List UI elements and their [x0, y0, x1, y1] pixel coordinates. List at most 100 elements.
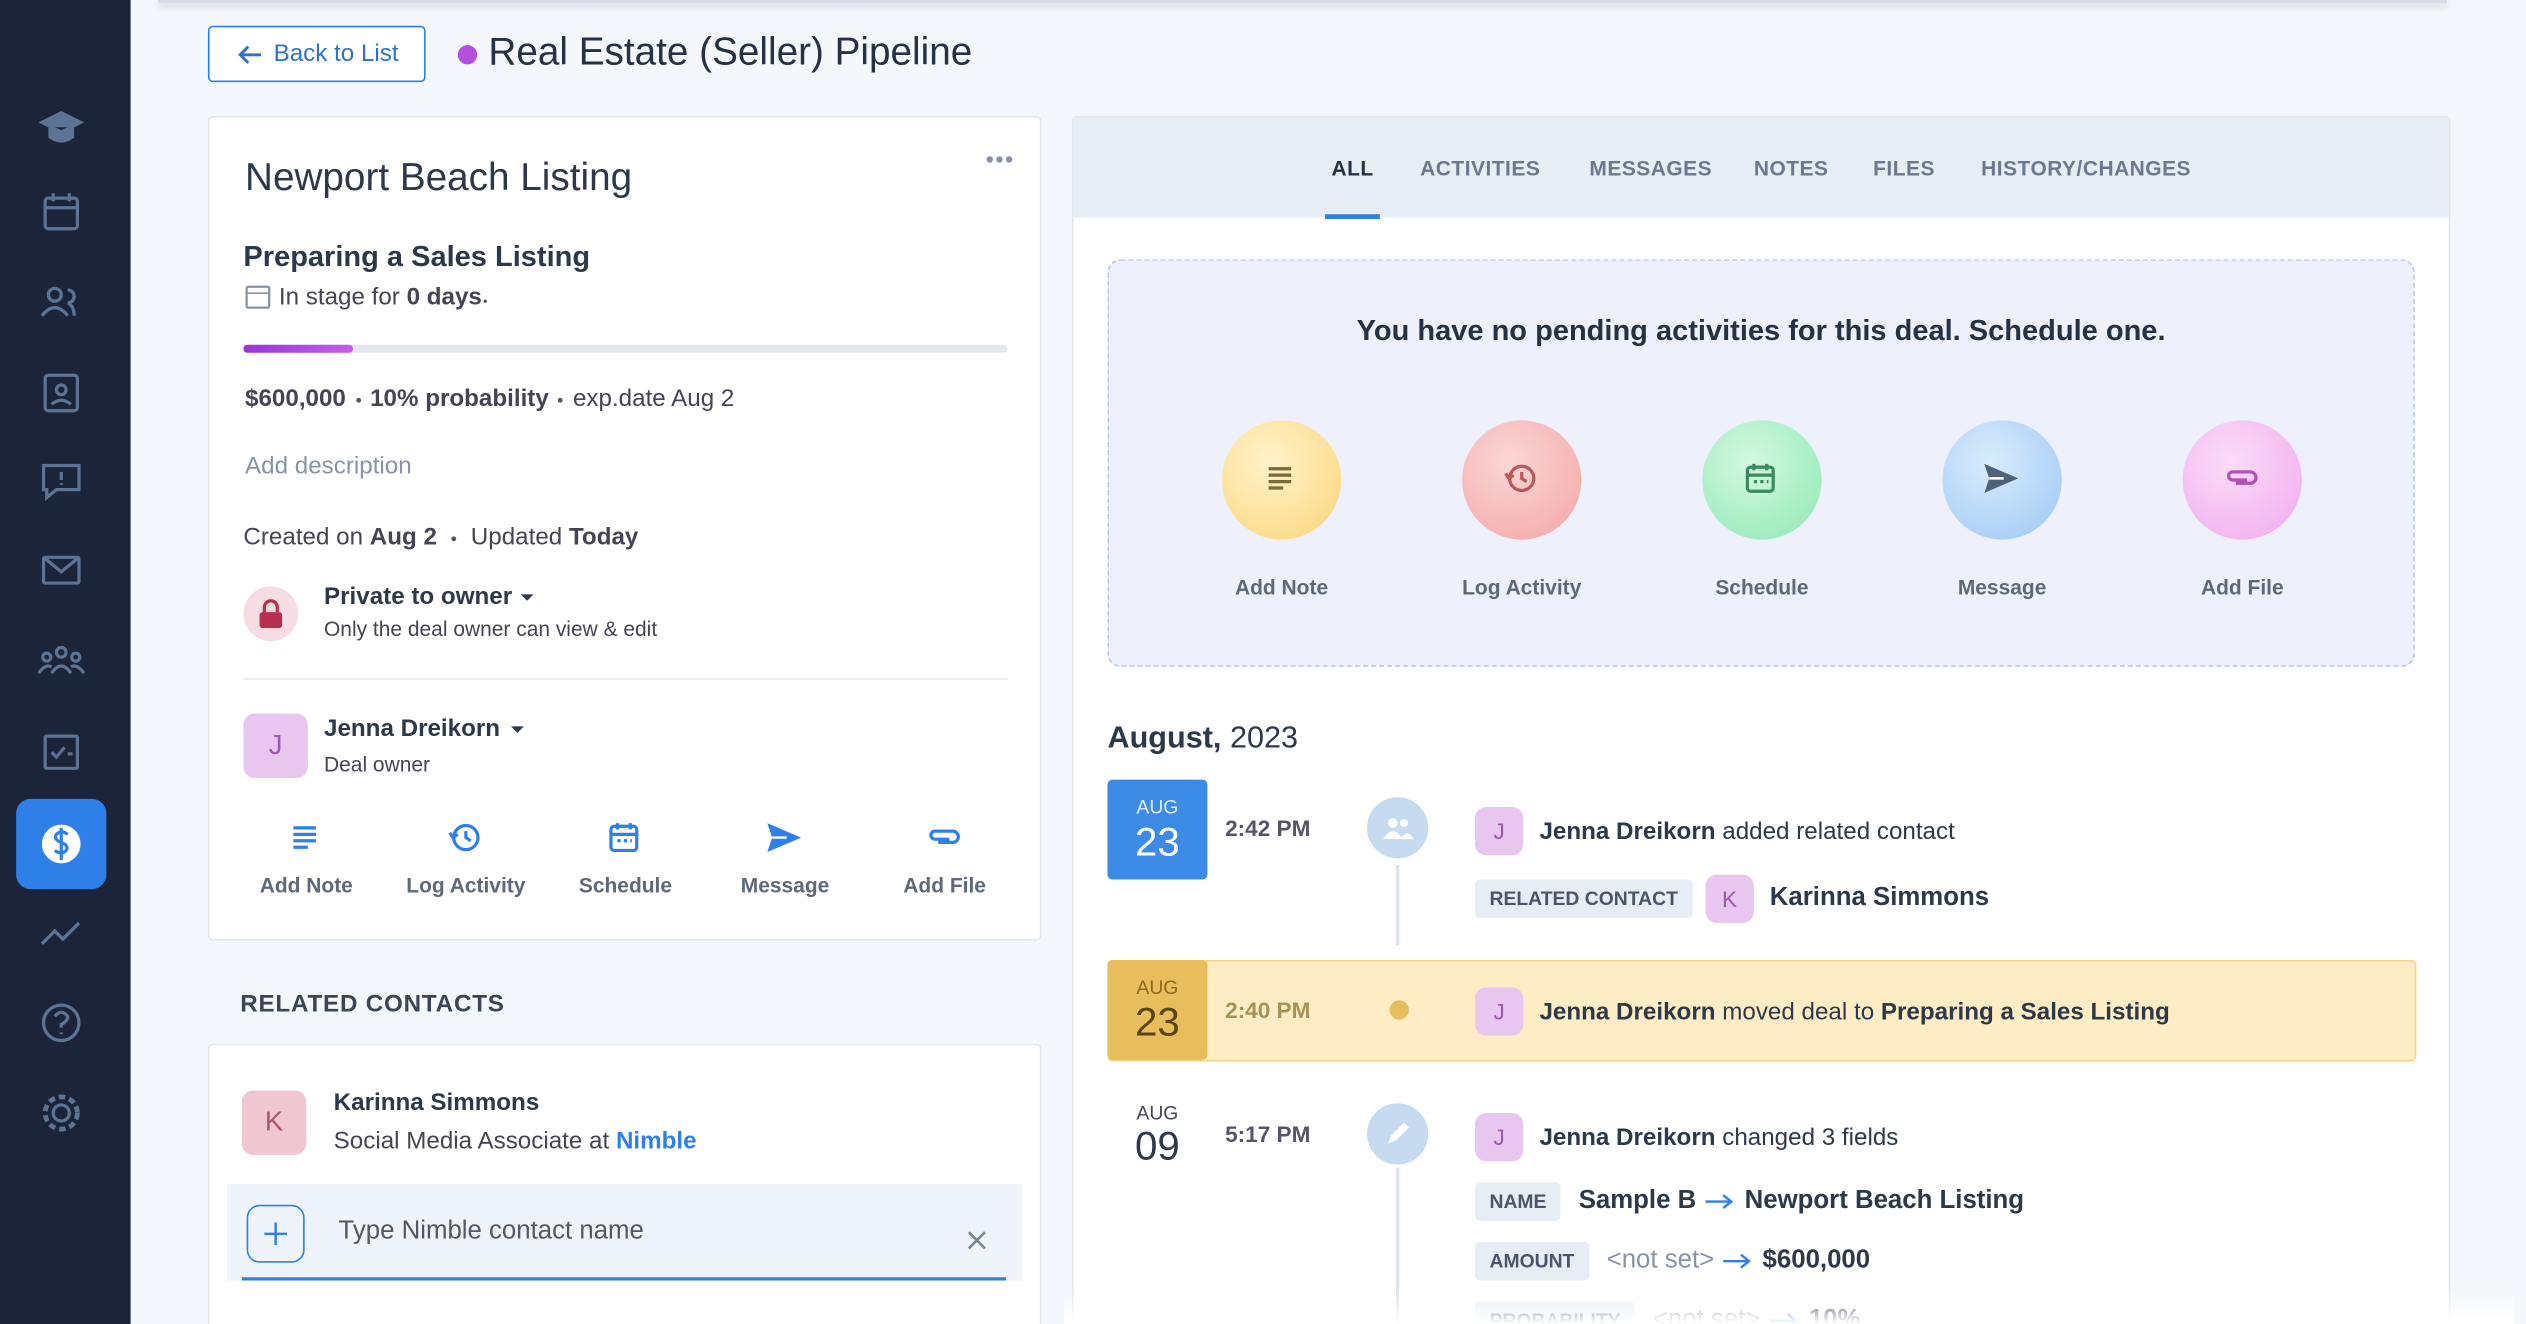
owner-role: Deal owner	[324, 752, 431, 777]
contact-avatar: K	[241, 1090, 307, 1155]
owner-name[interactable]: Jenna Dreikorn	[324, 715, 501, 743]
pipeline-dot	[457, 45, 478, 65]
pending-action-label[interactable]: Add File	[2200, 575, 2284, 600]
date-day: 09	[1134, 1124, 1180, 1170]
deal-action-label[interactable]: Message	[740, 872, 830, 898]
field-tag: RELATED CONTACT	[1474, 879, 1693, 919]
actor[interactable]: Jenna Dreikorn	[1539, 1123, 1716, 1151]
time: 2:40 PM	[1225, 997, 1311, 1023]
action-text: moved deal to	[1722, 997, 1875, 1026]
tab-bar	[1073, 117, 2449, 218]
privacy-note: Only the deal owner can view & edit	[324, 616, 658, 642]
tab[interactable]: NOTES	[1753, 156, 1829, 181]
updated-prefix: Updated	[470, 523, 563, 551]
old-value: Sample B	[1578, 1187, 1697, 1215]
tab[interactable]: HISTORY/CHANGES	[1981, 156, 2192, 181]
stage-duration-value: 0 days	[406, 282, 482, 311]
change-row: NAME Sample B Newport Beach Listing	[1474, 1182, 2025, 1221]
tab[interactable]: MESSAGES	[1589, 156, 1713, 181]
owner-avatar: J	[243, 713, 308, 778]
new-value: $600,000	[1762, 1246, 1871, 1275]
pending-action[interactable]: Log Activity	[1425, 420, 1618, 599]
timeline-text: J Jenna Dreikorn changed 3 fields	[1474, 1112, 1898, 1162]
deal-action[interactable]: Schedule	[529, 818, 722, 897]
deal-action[interactable]: Log Activity	[369, 818, 562, 897]
more-menu[interactable]	[983, 153, 1015, 166]
pending-action[interactable]: Message	[1905, 420, 2098, 599]
tab-indicator	[1325, 214, 1380, 220]
time: 2:42 PM	[1225, 815, 1311, 841]
back-button[interactable]: Back to List	[207, 25, 426, 83]
date-day: 23	[1134, 819, 1180, 865]
privacy[interactable]: Private to owner	[324, 583, 538, 610]
contact[interactable]: Karinna Simmons	[1769, 884, 1990, 912]
date-month: AUG	[1136, 976, 1179, 999]
stage-name: Preparing a Sales Listing	[243, 239, 591, 273]
date-badge: AUG 23	[1107, 959, 1208, 1060]
related-heading: RELATED CONTACTS	[240, 990, 505, 1018]
back-label[interactable]: Back to List	[273, 40, 399, 68]
time: 5:17 PM	[1225, 1121, 1311, 1147]
pending-action-label[interactable]: Add Note	[1234, 575, 1329, 600]
date-plain: AUG 09	[1107, 1089, 1207, 1171]
month: August,	[1107, 721, 1222, 756]
old-value: <not set>	[1606, 1246, 1715, 1275]
sidebar-icons	[16, 110, 107, 1132]
tab[interactable]: ACTIVITIES	[1420, 156, 1541, 181]
sidebar	[0, 0, 131, 1324]
deal-action[interactable]: Add File	[848, 818, 1041, 897]
pending-action[interactable]: Add File	[2146, 420, 2339, 599]
deal-card: Newport Beach Listing Preparing a Sales …	[207, 115, 1042, 941]
updated: Today	[568, 523, 639, 551]
pipeline-title: Real Estate (Seller) Pipeline	[488, 30, 973, 75]
tab[interactable]: FILES	[1873, 156, 1935, 181]
created: Aug 2	[369, 523, 437, 551]
date-month: AUG	[1136, 795, 1179, 819]
pending-action[interactable]: Add Note	[1185, 420, 1378, 599]
company[interactable]: Nimble	[615, 1127, 697, 1155]
stage-progress	[243, 344, 1008, 353]
timeline-text: J Jenna Dreikorn moved deal to Preparing …	[1474, 987, 2170, 1036]
input-placeholder[interactable]: Type Nimble contact name	[338, 1217, 644, 1246]
role: Social Media Associate at	[333, 1127, 610, 1155]
actor-avatar: J	[1474, 806, 1524, 856]
pending-box: You have no pending activities for this …	[1107, 259, 2415, 667]
contact-input[interactable]: Type Nimble contact name	[227, 1183, 1023, 1281]
target-stage: Preparing a Sales Listing	[1880, 997, 2170, 1026]
deal-action[interactable]: Add Note	[210, 818, 403, 897]
activity-panel: You have no pending activities for this …	[1071, 115, 2451, 1324]
deal-action-label[interactable]: Add File	[903, 872, 986, 898]
timeline-month: August, 2023	[1107, 722, 1298, 757]
stage-duration: In stage for 0 days	[243, 282, 487, 311]
event-icon	[1366, 1103, 1429, 1165]
pending-action-label[interactable]: Message	[1957, 575, 2047, 600]
stage-change-row	[1107, 959, 2417, 1062]
deal-action-label[interactable]: Add Note	[259, 872, 353, 898]
created-prefix: Created on	[243, 523, 364, 551]
stage-prefix: In stage for	[278, 282, 400, 311]
pending-action-label[interactable]: Schedule	[1715, 575, 1809, 600]
related-card: K Karinna Simmons Social Media Associate…	[207, 1043, 1042, 1324]
owner[interactable]: Jenna Dreikorn	[324, 715, 529, 743]
field-tag: NAME	[1474, 1182, 1561, 1221]
probability: 10% probability	[370, 384, 549, 413]
dates: Created on Aug 2 Updated Today	[243, 523, 638, 550]
contact-name[interactable]: Karinna Simmons	[333, 1088, 540, 1117]
pending-action-label[interactable]: Log Activity	[1462, 575, 1582, 600]
actor[interactable]: Jenna Dreikorn	[1539, 817, 1716, 845]
change-row: AMOUNT <not set> $600,000	[1474, 1241, 1871, 1281]
deal-action-label[interactable]: Schedule	[578, 872, 673, 898]
pending-action[interactable]: Schedule	[1665, 420, 1858, 599]
deal-title: Newport Beach Listing	[245, 156, 633, 200]
tab[interactable]: ALL	[1331, 156, 1374, 181]
contact-role: Social Media Associate at Nimble	[334, 1127, 697, 1154]
related-contact-row: RELATED CONTACT K Karinna Simmons	[1474, 874, 1990, 923]
new-value: Newport Beach Listing	[1744, 1187, 2025, 1215]
deal-action-label[interactable]: Log Activity	[406, 872, 526, 898]
field-tag: AMOUNT	[1474, 1241, 1589, 1281]
privacy-label[interactable]: Private to owner	[324, 583, 513, 611]
add-description[interactable]: Add description	[245, 452, 412, 480]
deal-action[interactable]: Message	[688, 818, 881, 897]
actor[interactable]: Jenna Dreikorn	[1539, 997, 1716, 1026]
